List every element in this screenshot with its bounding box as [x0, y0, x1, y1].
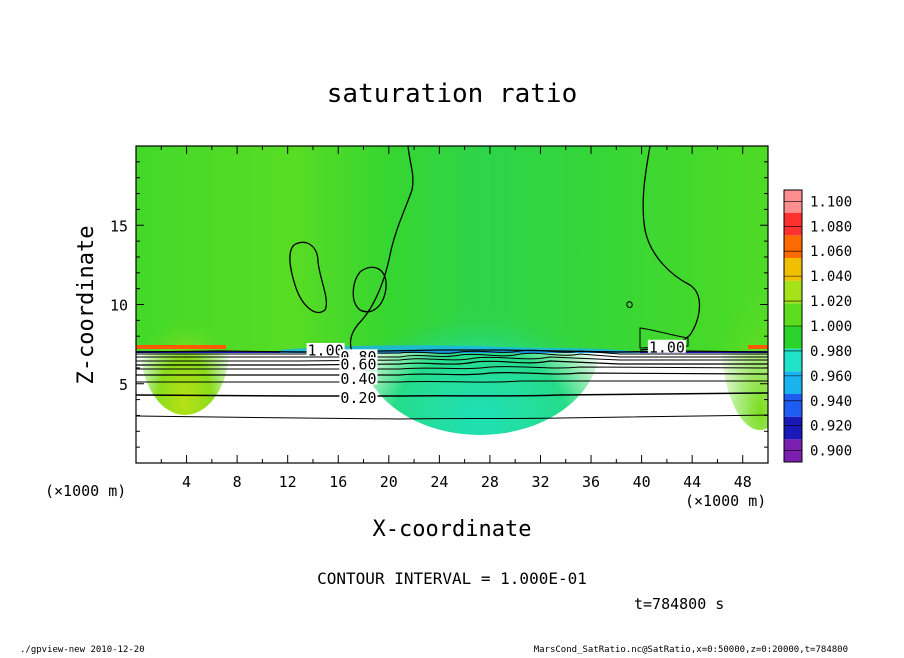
colorbar-swatch	[784, 212, 802, 236]
x-tick-label: 8	[233, 473, 242, 491]
x-axis-ticks: 4 8 12 16 20 24 28 32 36 40 44 48	[135, 146, 769, 491]
colorbar-swatch	[784, 235, 802, 258]
y-tick-label: 10	[110, 297, 128, 315]
contour-label-box	[339, 390, 378, 404]
contour-island-left	[289, 241, 327, 313]
x-tick-label: 44	[683, 473, 701, 491]
colorbar-swatch	[784, 416, 802, 440]
field-fill	[136, 146, 768, 463]
x-tick-label: 40	[633, 473, 651, 491]
colorbar-swatch	[784, 258, 802, 281]
contour-line-1-00-left-plume	[349, 146, 414, 353]
contour-label: 0.40	[340, 370, 376, 388]
footer-right: MarsCond_SatRatio.nc@SatRatio,x=0:50000,…	[534, 645, 848, 654]
footer-left: ./gpview-new 2010-12-20	[20, 645, 145, 654]
contour-line-0-30	[136, 380, 768, 383]
colorbar-label: 0.980	[810, 344, 852, 360]
colorbar-swatch	[784, 280, 802, 304]
colorbar-label: 0.940	[810, 394, 852, 410]
colorbar-label: 1.000	[810, 319, 852, 335]
x-tick-label: 20	[380, 473, 398, 491]
colorbar: 0.900 0.920 0.940 0.960 0.980 1.000 1.020 1.040…	[783, 189, 852, 463]
colorbar-label: 1.040	[810, 269, 852, 285]
colorbar-label: 0.900	[810, 444, 852, 460]
contour-label-box	[339, 371, 378, 385]
colorbar-swatch	[784, 348, 802, 372]
x-unit-left: (×1000 m)	[45, 482, 126, 500]
contour-interval-text: CONTOUR INTERVAL = 1.000E-01	[317, 569, 587, 588]
y-axis-label: Z-coordinate	[74, 226, 99, 385]
contour-label: 1.00	[308, 341, 344, 359]
colorbar-swatch	[784, 303, 802, 326]
contour-label-box	[647, 339, 686, 353]
y-tick-label: 5	[119, 376, 128, 394]
contour-labels: 1.000.800.600.400.201.00	[306, 338, 686, 407]
x-tick-label: 24	[430, 473, 448, 491]
x-tick-label: 12	[279, 473, 297, 491]
contour-island-small	[626, 301, 633, 308]
colorbar-label: 0.920	[810, 419, 852, 435]
colorbar-swatch	[784, 394, 802, 417]
x-axis-label: X-coordinate	[373, 517, 532, 542]
x-unit-right: (×1000 m)	[685, 492, 766, 510]
contour-line-0-90	[136, 349, 768, 355]
x-tick-label: 4	[182, 473, 191, 491]
colorbar-label: 1.020	[810, 294, 852, 310]
contour-line-0-70	[136, 356, 768, 362]
contour-island-right-edge	[639, 327, 689, 349]
contour-label: 0.20	[340, 389, 376, 407]
contour-line-0-80	[136, 352, 768, 358]
y-tick-label: 15	[110, 217, 128, 235]
colorbar-label: 1.080	[810, 219, 852, 235]
contour-line-0-10	[136, 414, 768, 420]
y-axis-ticks: 5 10 15	[110, 145, 768, 464]
colorbar-label: 0.960	[810, 369, 852, 385]
colorbar-swatch	[784, 371, 802, 394]
contour-label-box	[306, 342, 345, 356]
contour-line-0-40	[136, 371, 768, 376]
x-tick-label: 16	[329, 473, 347, 491]
x-tick-label: 32	[531, 473, 549, 491]
colorbar-swatch	[784, 326, 802, 349]
contour-line-0-20	[136, 392, 768, 397]
chart-title: saturation ratio	[327, 79, 577, 109]
contour-label-box	[339, 357, 378, 371]
x-tick-label: 28	[481, 473, 499, 491]
contour-label: 1.00	[649, 338, 685, 356]
contour-line-0-60	[136, 360, 768, 366]
colorbar-label: 1.060	[810, 244, 852, 260]
contour-label: 0.60	[340, 356, 376, 374]
x-tick-label: 36	[582, 473, 600, 491]
colorbar-label: 1.100	[810, 194, 852, 210]
time-text: t=784800 s	[634, 595, 724, 613]
contour-line-0-50	[136, 366, 768, 370]
x-tick-label: 48	[734, 473, 752, 491]
contour-island-middle	[352, 266, 387, 313]
